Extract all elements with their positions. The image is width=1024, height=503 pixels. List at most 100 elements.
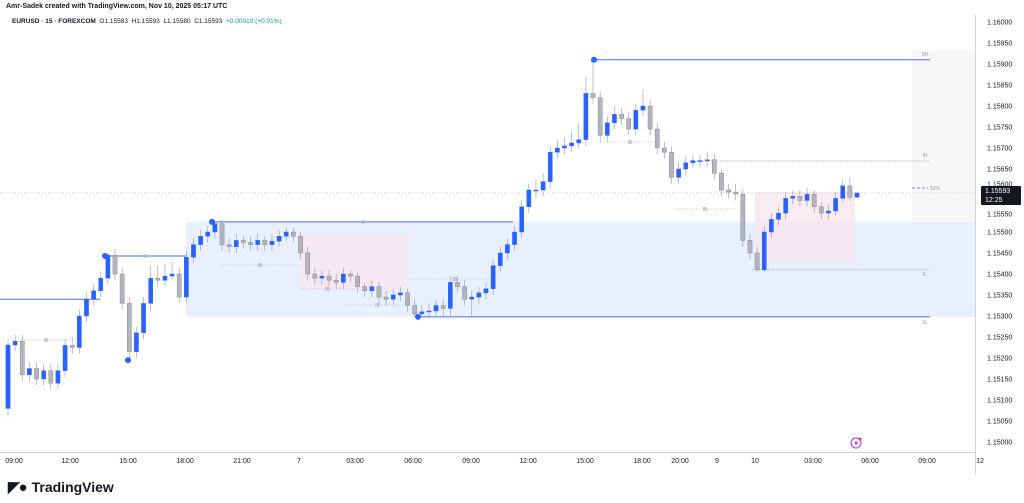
internal-bos-label: IB <box>325 287 330 293</box>
candle-up <box>697 160 703 162</box>
candle-down <box>226 244 232 247</box>
price-tick: 1.15600 <box>987 182 1012 189</box>
candle-down <box>811 193 817 207</box>
candle-up <box>433 305 439 312</box>
time-tick: 18:00 <box>176 458 194 465</box>
candle-up <box>640 105 646 111</box>
candle-down <box>733 191 739 195</box>
candle-down <box>455 282 460 287</box>
candle-down <box>754 252 760 270</box>
close-value: C1.15593 <box>194 18 223 25</box>
lightning-glyph-icon <box>854 439 859 448</box>
candle-up <box>612 114 617 124</box>
candle-down <box>19 341 25 376</box>
time-tick: 12:00 <box>61 458 79 465</box>
price-tick: 1.15700 <box>987 146 1012 153</box>
candle-up <box>169 273 175 277</box>
candle-down <box>462 286 467 300</box>
symbol-label[interactable]: EURUSD · 15 · FOREXCOM <box>12 18 96 25</box>
internal-bos-label: IB <box>703 207 708 213</box>
candle-down <box>348 273 353 277</box>
time-tick: 09:00 <box>918 458 936 465</box>
notification-dot <box>858 437 862 441</box>
candle-up <box>854 192 860 198</box>
candle-up <box>91 290 96 300</box>
candle-up <box>191 244 196 258</box>
candle-up <box>769 219 774 233</box>
lightning-icon <box>850 437 862 449</box>
candle-up <box>704 159 710 161</box>
candle-up <box>369 286 375 292</box>
price-tick: 1.15800 <box>987 104 1012 111</box>
candle-up <box>483 288 489 294</box>
candle-up <box>690 160 696 163</box>
price-tick: 1.15950 <box>987 41 1012 48</box>
swing-low-dot-1 <box>125 357 131 364</box>
candle-up <box>512 231 517 245</box>
candle-down <box>440 305 446 309</box>
candle-up <box>583 93 589 140</box>
candle-up <box>547 151 553 182</box>
candle-down <box>326 275 332 281</box>
candle-up <box>562 145 567 149</box>
candle-up <box>62 345 68 371</box>
time-tick: 10 <box>751 458 759 465</box>
bos-label-2: B <box>361 220 365 226</box>
candle-up <box>212 223 218 233</box>
candle-up <box>162 275 168 281</box>
candle-up <box>533 189 539 192</box>
tradingview-logo[interactable]: ◤● TradingView <box>8 478 114 496</box>
current-price-badge <box>981 185 1021 205</box>
candle-down <box>376 286 382 298</box>
candle-down <box>712 159 717 174</box>
candle-up <box>448 282 453 309</box>
candle-up <box>804 193 810 201</box>
price-tick: 1.15050 <box>987 419 1012 426</box>
swing-high-dot-2 <box>209 218 215 225</box>
candle-down <box>819 206 824 214</box>
swing-low-label: SL <box>922 320 928 326</box>
candle-up <box>141 303 146 333</box>
price-chart[interactable]: B B SH IH IL SL 50% IB IB IB IB IB IB IB 1.16000 1.159… <box>0 0 1024 475</box>
change-value: +0.00010 (+0.01%) <box>226 18 282 25</box>
internal-bos-label: IB <box>375 303 380 309</box>
candle-up <box>269 241 275 245</box>
candle-up <box>469 296 475 300</box>
low-value: L1.15580 <box>163 18 191 25</box>
pink-zone-1 <box>300 235 408 290</box>
candle-down <box>847 185 853 198</box>
candle-down <box>69 345 75 348</box>
candle-down <box>241 240 246 243</box>
time-tick: 15:00 <box>576 458 594 465</box>
candle-up <box>12 341 18 346</box>
candle-down <box>405 292 410 306</box>
candle-up <box>683 162 689 170</box>
candle-up <box>833 198 838 212</box>
time-tick: 06:00 <box>861 458 879 465</box>
candle-up <box>205 231 211 237</box>
candle-up <box>319 275 325 279</box>
price-tick: 1.15450 <box>987 251 1012 258</box>
candle-up <box>41 370 46 380</box>
candle-up <box>419 311 425 315</box>
time-tick: 9 <box>715 458 719 465</box>
candle-up <box>148 278 153 304</box>
candle-down <box>219 223 225 245</box>
candle-down <box>619 114 624 119</box>
candle-down <box>719 172 724 191</box>
logo-text: TradingView <box>31 479 114 495</box>
candle-up <box>497 252 503 266</box>
price-tick: 1.15650 <box>987 167 1012 174</box>
swing-high-dot-3 <box>591 56 597 63</box>
time-tick: 18:00 <box>633 458 651 465</box>
candle-down <box>654 128 660 149</box>
candle-up <box>134 332 139 352</box>
time-tick: 12:00 <box>519 458 537 465</box>
internal-bos-label: IB <box>628 140 633 146</box>
price-tick: 1.15900 <box>987 62 1012 69</box>
candle-up <box>255 240 261 245</box>
candle-up <box>790 196 796 199</box>
candle-up <box>426 310 432 313</box>
price-tick: 1.15850 <box>987 83 1012 90</box>
candle-up <box>198 235 203 245</box>
